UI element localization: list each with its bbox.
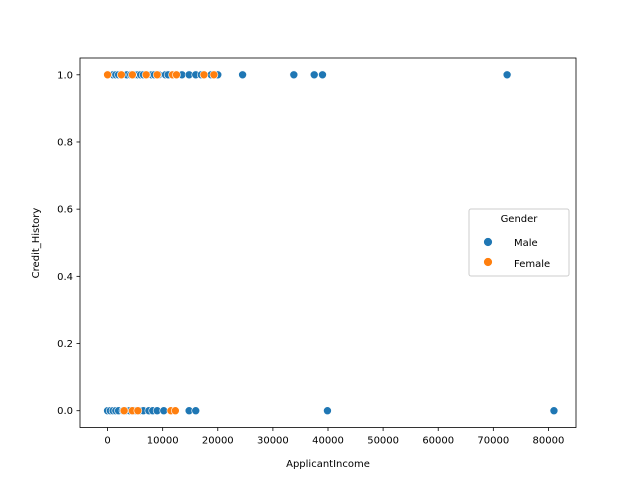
legend-label-male: Male [514, 238, 538, 249]
data-point-female [133, 406, 143, 416]
data-point-female [152, 70, 162, 80]
y-tick-label: 0.2 [57, 339, 73, 350]
x-tick-label: 70000 [477, 436, 509, 447]
legend-marker-female [483, 257, 493, 267]
data-point-male [289, 70, 299, 80]
x-tick-label: 50000 [367, 436, 399, 447]
x-tick-label: 40000 [312, 436, 344, 447]
y-tick-label: 1.0 [57, 70, 73, 81]
x-tick-label: 10000 [147, 436, 179, 447]
y-axis-label: Credit_History [31, 208, 42, 279]
x-tick-label: 0 [104, 436, 110, 447]
data-point-male [159, 406, 169, 416]
x-tick-label: 80000 [533, 436, 565, 447]
data-point-male [191, 406, 201, 416]
legend-label-female: Female [514, 259, 550, 270]
data-point-female [119, 406, 129, 416]
data-point-female [199, 70, 209, 80]
data-point-female [141, 70, 151, 80]
y-tick-label: 0.4 [57, 272, 73, 283]
data-point-male [309, 70, 319, 80]
data-point-female [171, 406, 180, 416]
data-point-male [549, 406, 559, 416]
data-point-male [318, 70, 327, 80]
legend-title: Gender [501, 214, 539, 225]
x-tick-label: 60000 [422, 436, 454, 447]
data-point-female [172, 70, 181, 80]
data-point-male [323, 406, 332, 416]
x-tick-label: 30000 [257, 436, 289, 447]
y-tick-label: 0.0 [57, 406, 73, 417]
x-axis-label: ApplicantIncome [286, 459, 370, 470]
y-tick-label: 0.6 [57, 205, 73, 216]
plot-frame [79, 57, 577, 428]
data-point-female [117, 70, 126, 80]
y-tick-label: 0.8 [57, 137, 73, 148]
legend-box [468, 208, 570, 277]
data-point-female [103, 70, 112, 80]
x-tick-label: 20000 [202, 436, 234, 447]
axes: 0 10000 20000 30000 40000 50000 60000 70000 8000… [57, 70, 564, 446]
legend-marker-male [483, 237, 493, 247]
data-point-male [238, 70, 247, 80]
data-point-female [128, 70, 137, 80]
data-point-female [209, 70, 219, 80]
data-points [103, 70, 559, 416]
data-point-male [502, 70, 512, 80]
legend: Gender Male Female [468, 208, 570, 277]
